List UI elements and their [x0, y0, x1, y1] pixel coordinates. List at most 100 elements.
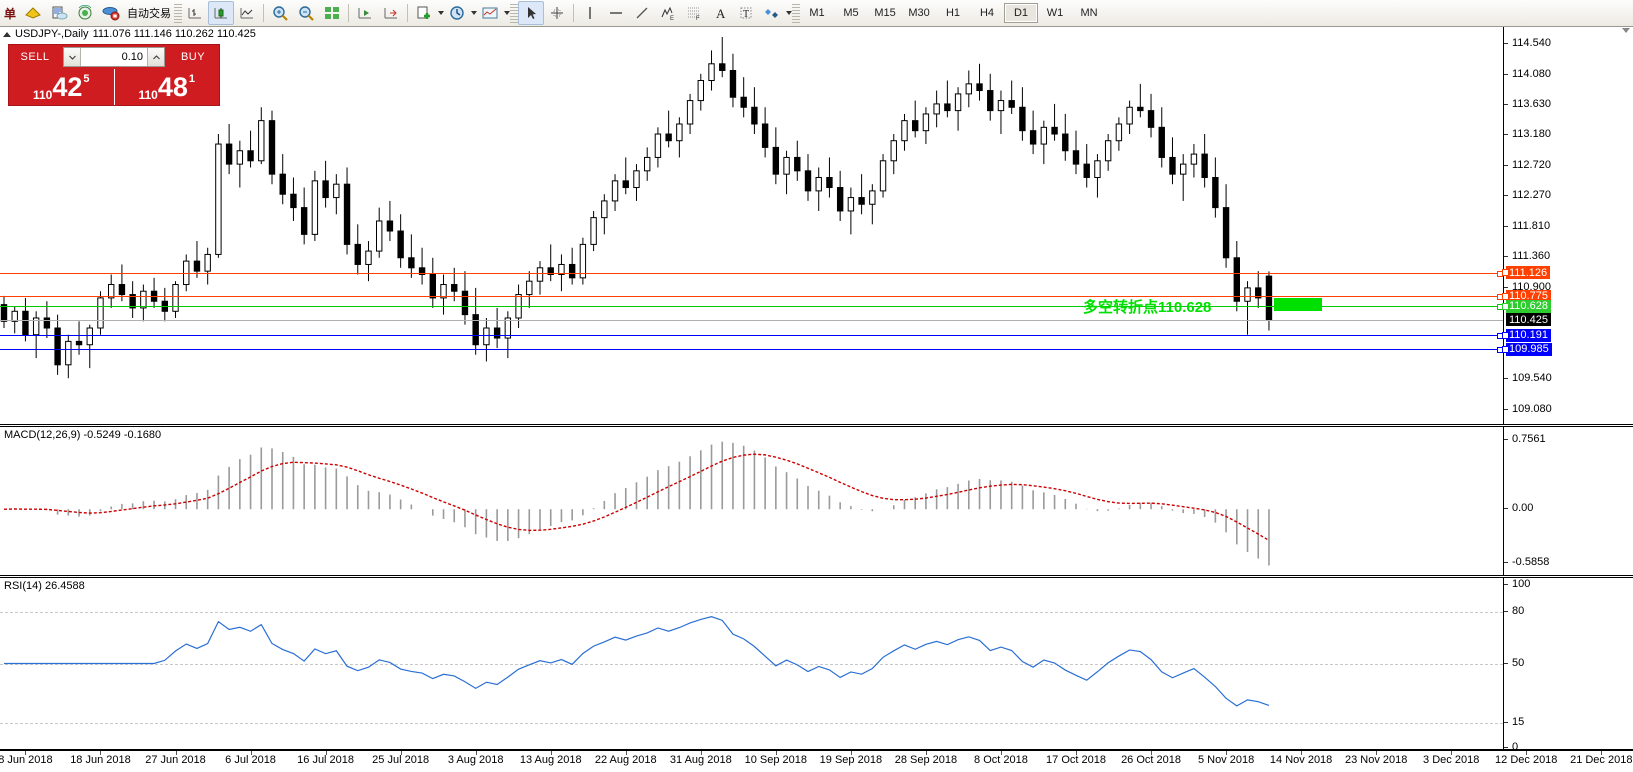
crosshair-icon[interactable] — [544, 1, 570, 25]
signal-icon[interactable] — [72, 1, 98, 25]
bar-chart-type-icon[interactable] — [182, 1, 208, 25]
collapse-triangle-icon[interactable] — [3, 31, 11, 37]
date-label: 3 Aug 2018 — [447, 754, 504, 766]
date-label: 10 Sep 2018 — [744, 754, 808, 766]
date-tick — [1451, 751, 1453, 755]
auto-scroll-icon[interactable] — [378, 1, 404, 25]
chart-annotation-text[interactable]: 多空转折点110.628 — [1083, 299, 1212, 317]
price-level-tag-110.191[interactable]: 110.191 — [1502, 328, 1551, 342]
price-level-line-110.191[interactable] — [0, 333, 1503, 340]
rsi-axis: 100 80 50 15 0 — [1503, 578, 1633, 753]
order-icon[interactable] — [20, 1, 46, 25]
date-tick — [550, 751, 552, 755]
date-label: 6 Jul 2018 — [225, 754, 276, 766]
date-axis[interactable]: 8 Jun 2018 18 Jun 2018 27 Jun 2018 6 Jul 20… — [0, 750, 1633, 772]
toolbar-grip-1[interactable] — [174, 3, 183, 23]
current-price-line — [0, 319, 1503, 321]
date-tick — [1526, 751, 1528, 755]
objects-dropdown-caret-icon[interactable] — [786, 11, 793, 15]
scroll-down-arrow-icon[interactable] — [1622, 28, 1630, 33]
volume-input[interactable]: 0.10 — [81, 48, 147, 66]
rsi-pane[interactable]: RSI(14) 26.4588 100 80 50 15 0 — [0, 577, 1633, 753]
macd-plot-area[interactable] — [0, 427, 1503, 575]
date-tick — [625, 751, 627, 755]
objects-icon[interactable] — [759, 1, 785, 25]
date-label: 17 Oct 2018 — [1046, 754, 1106, 766]
level-tag-handle-icon[interactable] — [1502, 345, 1509, 353]
candlestick-chart-type-icon[interactable] — [208, 1, 235, 25]
rsi-plot-area[interactable] — [0, 578, 1503, 749]
price-level-tag-110.775[interactable]: 110.775 — [1502, 289, 1551, 303]
macd-series — [3, 441, 1270, 566]
symbol-ohlc: 111.076 111.146 110.262 110.425 — [92, 28, 256, 40]
level-tag-handle-icon[interactable] — [1502, 269, 1509, 277]
toolbar-grip-2[interactable] — [510, 3, 519, 23]
timeframe-h4[interactable]: H4 — [979, 7, 995, 19]
templates-dropdown-caret-icon[interactable] — [438, 11, 445, 15]
sell-price-point: 5 — [83, 73, 90, 85]
price-plot-area[interactable]: 多空转折点110.628 — [0, 27, 1503, 424]
elliott-wave-icon[interactable]: E — [655, 1, 681, 25]
svg-text:A: A — [716, 6, 726, 21]
buy-price-point: 1 — [188, 73, 196, 85]
volume-stepper[interactable]: 0.10 — [63, 47, 165, 67]
date-tick — [1226, 751, 1228, 755]
price-level-tag-110.628[interactable]: 110.628 — [1502, 299, 1551, 313]
date-label: 14 Nov 2018 — [1269, 754, 1333, 766]
templates-icon[interactable] — [411, 1, 437, 25]
line-chart-type-icon[interactable] — [234, 1, 260, 25]
symbol-info-line: USDJPY-,Daily 111.076 111.146 110.262 11… — [0, 27, 256, 41]
timeframe-h1[interactable]: H1 — [945, 7, 961, 19]
fibonacci-icon[interactable]: F — [681, 1, 707, 25]
zoom-in-icon[interactable] — [267, 1, 293, 25]
level-tag-handle-icon[interactable] — [1502, 302, 1509, 310]
period-dropdown-caret-icon[interactable] — [471, 11, 478, 15]
auto-trading-label[interactable]: 自动交易 — [127, 8, 172, 20]
price-level-tag-111.126[interactable]: 111.126 — [1502, 266, 1551, 280]
timeframe-w1[interactable]: W1 — [1046, 7, 1064, 19]
price-chart-pane[interactable]: 多空转折点110.628 114.540 114.080 113.630 113.18… — [0, 27, 1633, 425]
volume-increment-icon[interactable] — [147, 48, 164, 66]
text-label-icon[interactable]: T — [733, 1, 759, 25]
date-tick — [325, 751, 327, 755]
timeframe-m5[interactable]: M5 — [843, 7, 859, 19]
trendline-icon[interactable] — [629, 1, 655, 25]
volume-decrement-icon[interactable] — [64, 48, 81, 66]
toolbar-grip-3[interactable] — [792, 3, 801, 23]
price-level-line-109.985[interactable] — [0, 347, 1503, 354]
news-icon[interactable] — [46, 1, 72, 25]
order-label[interactable]: 单 — [4, 6, 17, 21]
chart-shift-icon[interactable] — [352, 1, 378, 25]
date-tick — [1151, 751, 1153, 755]
timeframe-mn[interactable]: MN — [1080, 7, 1098, 19]
level-tag-handle-icon[interactable] — [1502, 331, 1509, 339]
svg-text:E: E — [670, 16, 674, 21]
sell-button[interactable]: 110 42 5 — [9, 69, 114, 105]
price-axis[interactable]: 114.540 114.080 113.630 113.180 112.720 112.2… — [1502, 27, 1633, 424]
period-separators-icon[interactable] — [444, 1, 470, 25]
buy-button[interactable]: 110 48 1 — [113, 69, 220, 105]
one-click-trading-panel[interactable]: SELL 0.10 BUY 110 42 5 110 48 1 — [8, 44, 220, 106]
timeframe-d1[interactable]: D1 — [1004, 3, 1039, 23]
date-tick — [1000, 751, 1002, 755]
expert-advisor-icon[interactable] — [98, 1, 124, 25]
buy-price-main: 48 — [157, 71, 188, 102]
text-icon[interactable]: A — [707, 1, 733, 25]
timeframe-m30[interactable]: M30 — [908, 7, 930, 19]
zoom-out-icon[interactable] — [293, 1, 319, 25]
cursor-icon[interactable] — [518, 1, 545, 25]
tile-windows-icon[interactable] — [319, 1, 345, 25]
price-level-tag-109.985[interactable]: 109.985 — [1502, 342, 1552, 356]
annotation-green-marker[interactable] — [1274, 298, 1322, 312]
timeframe-m1[interactable]: M1 — [809, 7, 825, 19]
macd-axis: 0.7561 0.00 -0.5858 — [1503, 427, 1633, 575]
indicators-dropdown-caret-icon[interactable] — [504, 11, 511, 15]
indicators-icon[interactable] — [477, 1, 503, 25]
horizontal-line-icon[interactable] — [603, 1, 629, 25]
vertical-line-icon[interactable] — [577, 1, 603, 25]
timeframe-m15[interactable]: M15 — [874, 7, 896, 19]
macd-pane[interactable]: MACD(12,26,9) -0.5249 -0.1680 0.7561 0.00… — [0, 426, 1633, 576]
level-tag-handle-icon[interactable] — [1502, 292, 1509, 300]
price-level-line-111.126[interactable] — [0, 270, 1503, 277]
rsi-level-50 — [0, 663, 1503, 665]
